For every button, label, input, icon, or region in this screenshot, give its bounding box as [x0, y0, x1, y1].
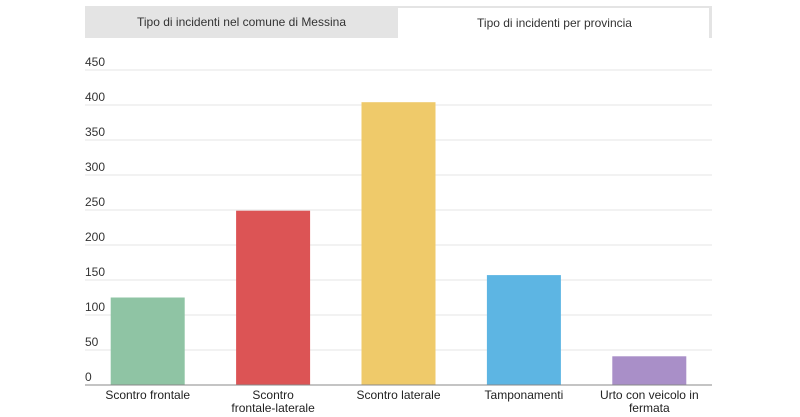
y-tick-label-200: 200: [85, 230, 105, 244]
y-tick-label-350: 350: [85, 125, 105, 139]
y-tick-label-100: 100: [85, 300, 105, 314]
y-tick-label-400: 400: [85, 90, 105, 104]
tab-comune-messina[interactable]: Tipo di incidenti nel comune di Messina: [85, 6, 398, 38]
x-tick-label-line: Urto con veicolo in: [600, 388, 699, 402]
x-tick-label-1: Scontro frontale-laterale: [231, 388, 315, 415]
x-tick-label-2: Scontro laterale: [356, 388, 440, 402]
y-tick-label-0: 0: [85, 370, 92, 384]
y-tick-label-300: 300: [85, 160, 105, 174]
x-tick-label-0: Scontro frontale: [105, 388, 190, 402]
bar-1: [236, 210, 311, 385]
x-tick-label-line: Scontro: [252, 388, 294, 402]
x-tick-label-line: fermata: [629, 401, 670, 415]
bar-4: [612, 356, 687, 385]
bar-0: [110, 297, 185, 385]
x-tick-label-line: frontale-laterale: [231, 401, 315, 415]
y-tick-label-50: 50: [85, 335, 99, 349]
x-tick-label-line: Tamponamenti: [485, 388, 564, 402]
x-tick-label-3: Tamponamenti: [485, 388, 564, 402]
y-tick-label-450: 450: [85, 55, 105, 69]
tab-per-provincia[interactable]: Tipo di incidenti per provincia: [398, 6, 711, 38]
bar-2: [361, 102, 436, 385]
y-tick-label-250: 250: [85, 195, 105, 209]
tab-bar-edge: [709, 6, 712, 38]
x-tick-label-line: Scontro frontale: [105, 388, 190, 402]
bar-3: [486, 275, 561, 385]
chart-tab-bar: Tipo di incidenti nel comune di Messina …: [85, 6, 711, 38]
x-tick-label-line: Scontro laterale: [356, 388, 440, 402]
y-tick-label-150: 150: [85, 265, 105, 279]
x-tick-label-4: Urto con veicolo in fermata: [600, 388, 699, 415]
